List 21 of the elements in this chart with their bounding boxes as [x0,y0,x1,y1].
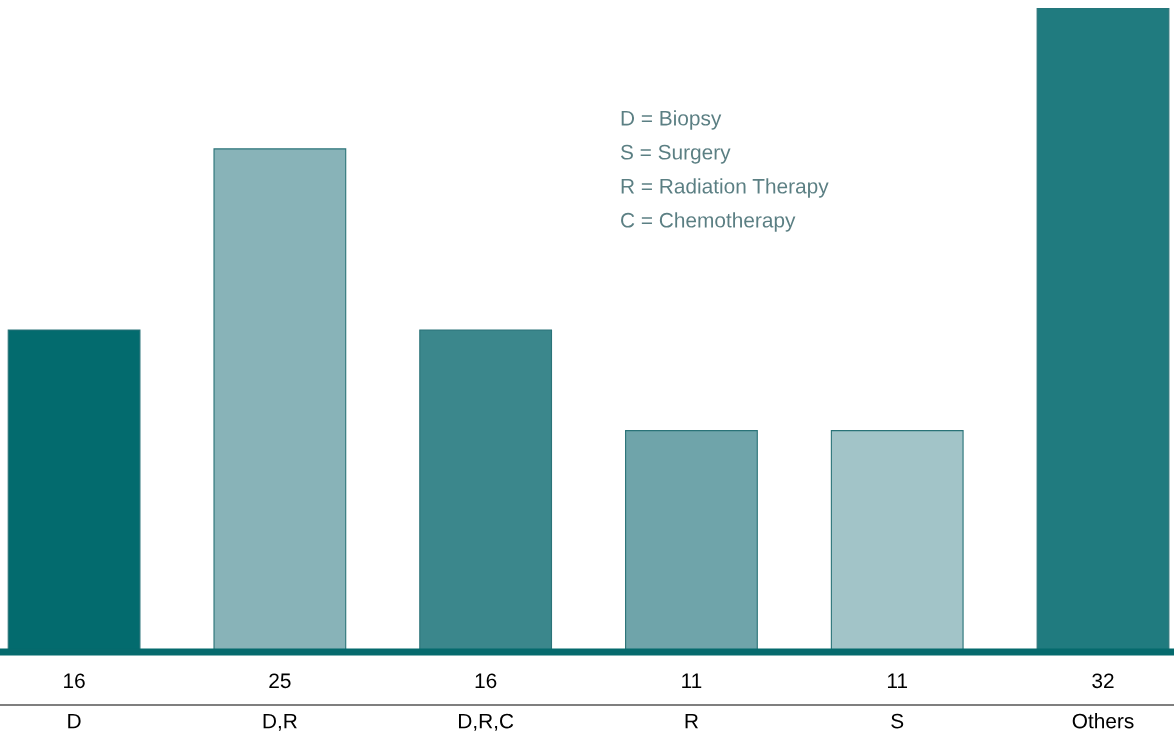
bar [419,329,553,652]
data-label: 11 [682,673,702,688]
data-label: 32 [1092,673,1114,689]
data-label: 16 [64,673,85,689]
annotation: D = Biopsy [621,110,722,130]
x-tick-label: D,R [263,713,297,731]
annotation: S = Surgery [620,144,731,164]
x-tick-label: S [891,713,904,729]
annotation: C = Chemotherapy [621,212,796,232]
x-tick-label: D [68,713,81,729]
annotation: R = Radiation Therapy [621,178,829,198]
x-tick-label: R [685,713,698,729]
x-tick-label: D,R,C [459,713,514,731]
data-label: 11 [887,673,908,688]
bar [213,148,347,652]
bar [625,430,758,652]
x-tick-label: Others [1072,713,1134,729]
bar [1036,8,1170,652]
data-label: 16 [475,673,497,689]
data-label: 25 [269,673,291,689]
bar [830,430,964,652]
